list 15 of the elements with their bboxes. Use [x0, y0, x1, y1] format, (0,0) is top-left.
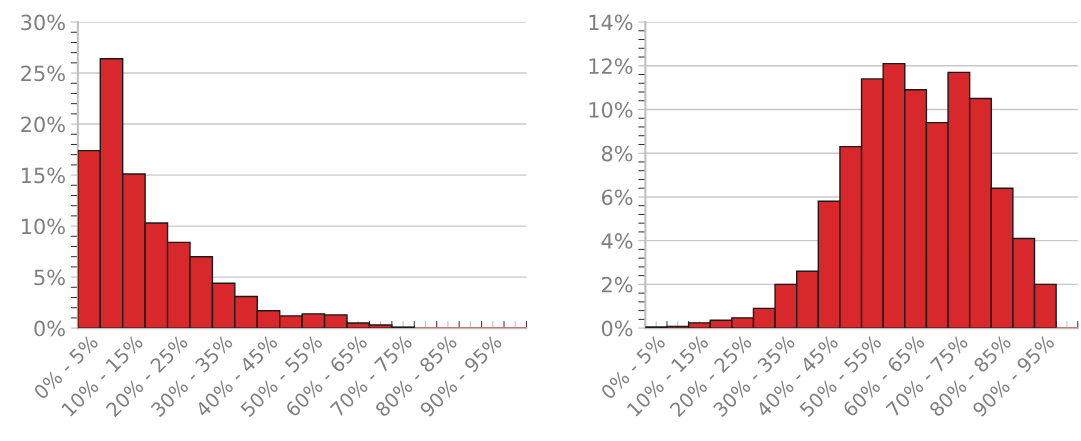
y-tick-label: 14% [589, 14, 633, 31]
y-tick-label: 20% [21, 116, 65, 133]
y-tick-label: 0% [34, 320, 65, 337]
y-tick-label: 30% [21, 14, 65, 31]
y-tick-label: 8% [601, 145, 633, 162]
y-tick-label: 6% [601, 189, 633, 206]
y-tick-label: 12% [589, 58, 633, 74]
y-tick-label: 2% [602, 276, 633, 293]
y-tick-label: 5% [34, 269, 65, 286]
y-tick-label: 4% [601, 233, 633, 249]
y-tick-label: 25% [21, 65, 65, 82]
y-tick-label: 10% [22, 218, 65, 235]
y-tick-label: 10% [589, 101, 633, 118]
y-tick-label: 15% [22, 167, 65, 184]
y-tick-label: 0% [601, 320, 633, 337]
